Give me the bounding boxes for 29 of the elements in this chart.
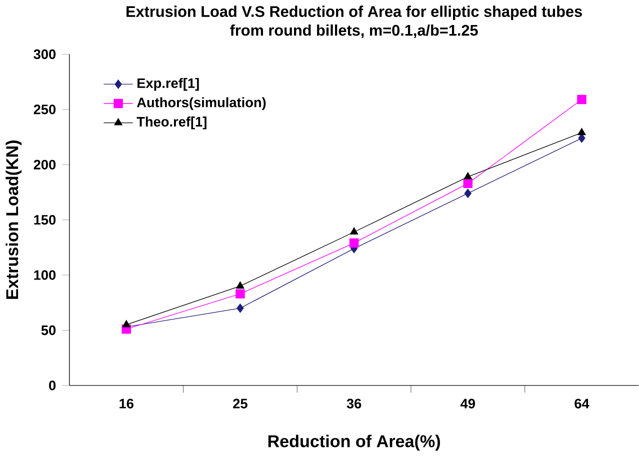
x-tick-label: 64 xyxy=(574,398,590,408)
x-axis-title: Reduction of Area(%) xyxy=(268,434,440,450)
y-tick-label: 50 xyxy=(41,325,56,335)
point xyxy=(578,128,586,135)
y-tick-label: 300 xyxy=(34,49,56,59)
point xyxy=(464,188,472,198)
y-tick-label: 200 xyxy=(34,160,56,170)
point xyxy=(463,178,473,188)
point xyxy=(236,289,245,298)
point xyxy=(464,172,472,180)
y-tick-label: 100 xyxy=(34,270,56,280)
point xyxy=(122,320,130,328)
y-axis-title: Extrusion Load(KN) xyxy=(6,140,22,299)
y-tick-label: 150 xyxy=(34,214,56,225)
legend-label: Exp.ref[1] xyxy=(138,78,199,91)
legend-label: Theo.ref[1] xyxy=(136,116,206,130)
x-tick-label: 25 xyxy=(233,398,248,408)
point xyxy=(236,303,244,313)
x-tick-label: 49 xyxy=(460,398,475,408)
y-tick-label: 250 xyxy=(34,104,56,114)
chart-title: Extrusion Load V.S Reduction of Area for elliptic shaped tubes from round billets, m=0.1,a/b=1.25 xyxy=(126,6,582,38)
legend-label: Authors(simulation) xyxy=(136,97,266,110)
x-tick-label: 36 xyxy=(346,398,362,408)
point xyxy=(350,227,358,234)
point xyxy=(349,238,359,248)
point xyxy=(577,94,586,104)
y-tick-label: 0 xyxy=(49,380,56,390)
point xyxy=(236,281,244,288)
x-tick-label: 16 xyxy=(120,398,134,408)
